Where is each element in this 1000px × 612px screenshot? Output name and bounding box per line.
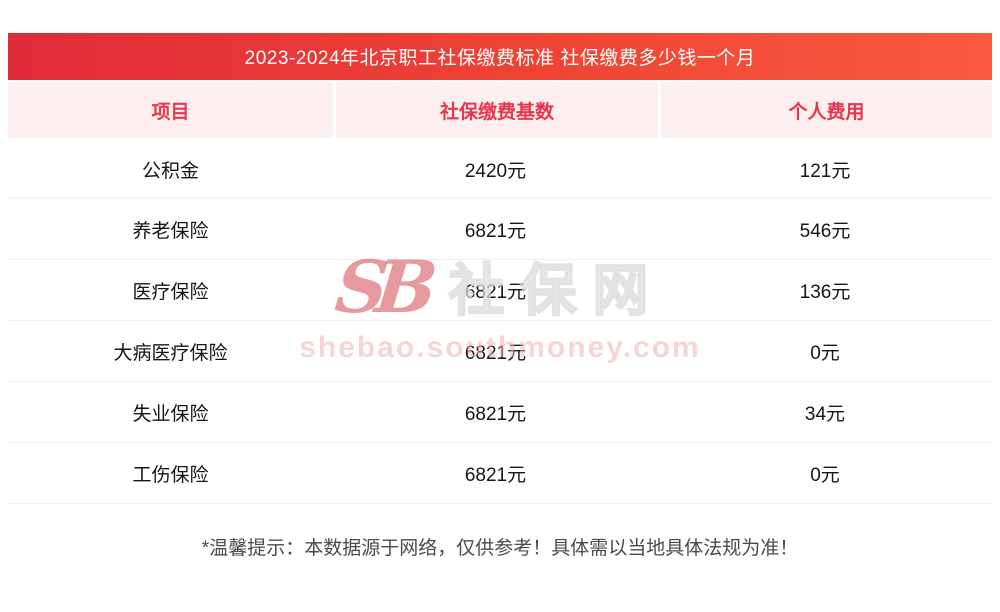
cell-personal-fee: 0元 [810,342,840,364]
cell-base: 6821元 [464,342,527,364]
cell-item: 失业保险 [132,403,209,425]
cell-item: 公积金 [141,160,199,182]
cell-item: 工伤保险 [132,464,209,486]
cell-base: 6821元 [464,220,527,242]
footer-note: *温馨提示：本数据源于网络，仅供参考！具体需以当地具体法规为准！ [201,538,799,559]
cell-personal-fee: 136元 [799,281,851,303]
cell-personal-fee: 546元 [799,220,851,242]
table-body: 公积金 2420元 121元 养老保险 6821元 546元 医疗保险 6821… [8,138,992,504]
cell-item: 医疗保险 [132,281,209,303]
cell-base: 6821元 [464,281,527,303]
cell-personal-fee: 121元 [799,160,851,182]
cell-personal-fee: 34元 [804,403,846,425]
table-row: 失业保险 6821元 34元 [8,382,992,443]
page-title: 2023-2024年北京职工社保缴费标准 社保缴费多少钱一个月 [244,48,756,69]
cell-item: 大病医疗保险 [113,342,228,364]
social-insurance-table: 2023-2024年北京职工社保缴费标准 社保缴费多少钱一个月 项目 社保缴费基… [8,33,992,504]
table-header-row: 项目 社保缴费基数 个人费用 [8,82,992,138]
header-cell-base: 社保缴费基数 [333,82,658,138]
table-row: 工伤保险 6821元 0元 [8,443,992,504]
table-row: 大病医疗保险 6821元 0元 [8,321,992,382]
cell-personal-fee: 0元 [810,464,840,486]
cell-base: 6821元 [464,403,527,425]
header-cell-item: 项目 [8,82,333,138]
table-row: 养老保险 6821元 546元 [8,199,992,260]
cell-base: 2420元 [464,160,527,182]
table-row: 医疗保险 6821元 136元 [8,260,992,321]
cell-base: 6821元 [464,464,527,486]
table-title-bar: 2023-2024年北京职工社保缴费标准 社保缴费多少钱一个月 [8,33,992,80]
header-cell-personal-fee: 个人费用 [658,82,992,138]
table-row: 公积金 2420元 121元 [8,138,992,199]
cell-item: 养老保险 [132,220,209,242]
